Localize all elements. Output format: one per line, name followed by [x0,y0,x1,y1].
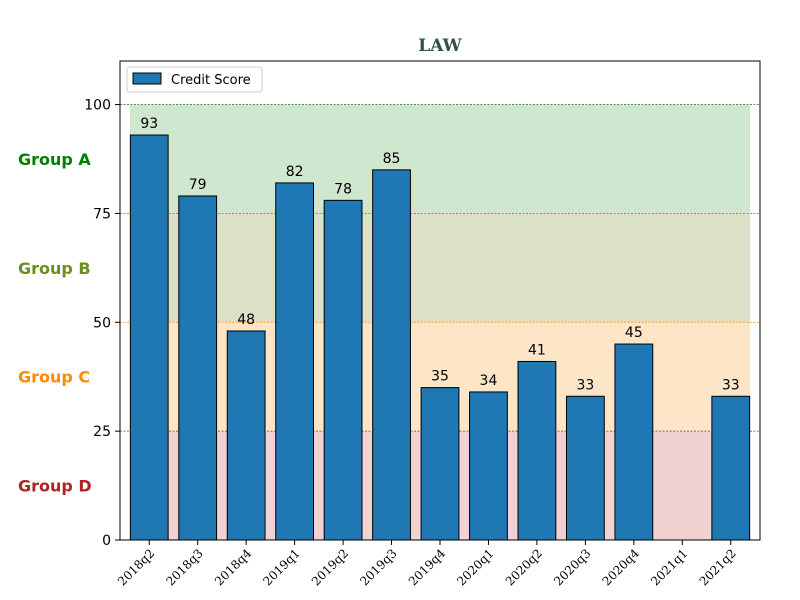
legend-swatch [132,72,162,85]
x-axis: 2018q2 2018q3 2018q4 2019q1 2019q2 2019q3 2019… [115,540,739,589]
bar-value-2018q4: 48 [237,312,255,328]
bar-2020q4 [614,343,654,541]
x-tick-label-2019q3: 2019q3 [357,546,399,588]
band-group-a [130,104,750,214]
bar-value-2018q2: 93 [140,116,158,132]
x-tick-label-2019q2: 2019q2 [309,546,351,588]
bar-value-2020q4: 45 [625,325,643,341]
x-tick-label-2018q4: 2018q4 [212,546,255,589]
bar-value-2019q3: 85 [383,151,401,167]
y-tick-label-100: 100 [84,98,111,114]
bar-2018q2 [129,134,169,541]
bar-2019q3 [372,169,411,541]
bar-value-2020q3: 33 [576,377,594,393]
x-tick-label-2018q3: 2018q3 [163,546,205,588]
bars [129,134,751,541]
group-label-group-b: Group B [18,259,91,278]
x-tick-label-2019q4: 2019q4 [406,546,449,589]
group-label-group-a: Group A [18,150,91,169]
x-tick-label-2019q1: 2019q1 [260,546,302,588]
bar-2020q2 [517,360,557,541]
bar-value-2018q3: 79 [189,177,207,193]
group-label-group-c: Group C [18,368,90,387]
bar-2021q2 [711,395,751,541]
x-tick-label-2020q4: 2020q4 [600,546,643,589]
bar-value-2020q2: 41 [528,342,546,358]
x-tick-label-2021q1: 2021q1 [648,546,690,588]
bar-value-2021q2: 33 [722,377,740,393]
group-labels: Group A Group B Group C Group D [18,150,92,496]
bar-2019q1 [275,182,315,541]
x-tick-label-2020q3: 2020q3 [551,546,593,588]
y-tick-label-50: 50 [93,315,111,331]
group-label-group-d: Group D [18,477,92,496]
y-tick-label-0: 0 [102,533,111,549]
x-tick-label-2020q2: 2020q2 [503,546,545,588]
y-axis: 0 25 50 75 100 [84,98,120,549]
x-tick-label-2021q2: 2021q2 [697,546,739,588]
y-tick-label-75: 75 [93,206,111,222]
x-tick-label-2020q1: 2020q1 [454,546,496,588]
bar-2020q3 [565,395,605,541]
band-group-b [130,213,750,323]
bar-value-2019q2: 78 [334,181,352,197]
y-tick-label-25: 25 [93,424,111,440]
bar-2018q4 [226,330,266,541]
bar-value-2019q4: 35 [431,369,449,385]
bar-2020q1 [469,391,508,541]
bar-2019q2 [323,199,363,541]
bar-2018q3 [178,195,218,541]
bar-value-2019q1: 82 [286,164,304,180]
chart-title: LAW [418,36,462,56]
x-tick-label-2018q2: 2018q2 [115,546,157,588]
bar-value-2020q1: 34 [480,373,498,389]
bar-value-labels: 93 79 48 82 78 85 35 34 41 33 45 33 [140,116,739,393]
legend: Credit Score [126,66,263,93]
legend-entry-credit-score: Credit Score [171,73,251,88]
bar-2019q4 [420,387,460,541]
